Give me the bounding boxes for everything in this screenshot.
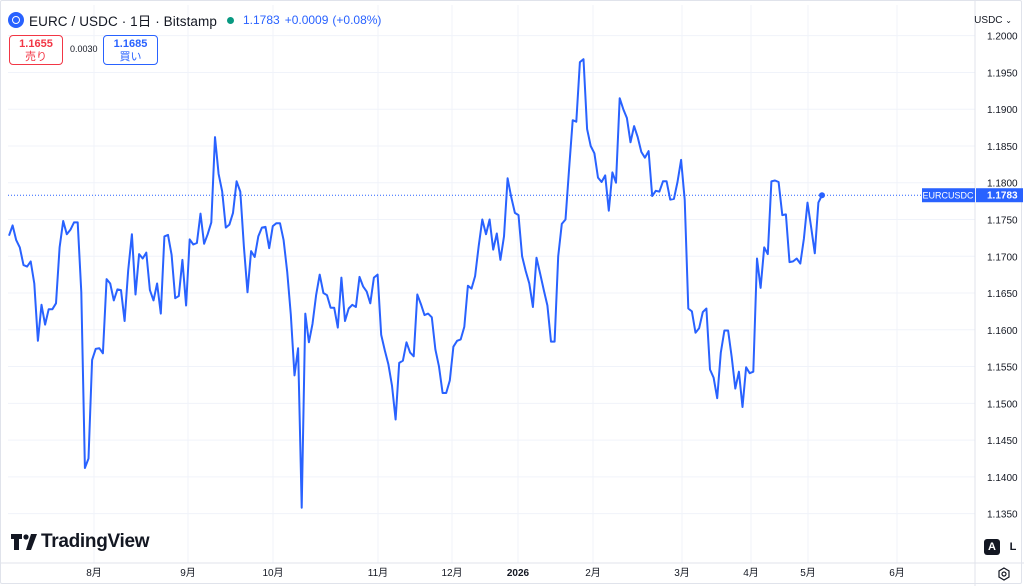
sell-price: 1.1655 [19,38,53,50]
market-status-dot [226,16,234,24]
x-tick-label: 12月 [441,567,462,579]
y-tick-label: 1.1700 [987,252,1018,263]
y-tick-label: 1.1950 [987,68,1018,79]
x-tick-label: 3月 [674,567,690,579]
currency-label: USDC [974,15,1003,26]
symbol-header[interactable]: EURC / USDC · 1日 · Bitstamp 1.1783 +0.00… [8,10,381,30]
currency-selector[interactable]: USDC ⌄ [970,13,1016,28]
x-tick-label: 8月 [86,567,102,579]
symbol-tag [922,188,975,203]
sell-button[interactable]: 1.1655 売り [9,35,63,65]
y-tick-label: 1.1900 [987,105,1018,116]
buy-price: 1.1685 [113,38,148,50]
x-tick-label: 2月 [585,567,601,579]
price-axis: 1.2000 1.1950 1.1900 1.1850 1.1800 1.1750 1.17… [987,32,1018,521]
last-price-dot [819,192,825,199]
y-tick-label: 1.1550 [987,363,1018,374]
gear-icon[interactable] [997,567,1011,581]
tradingview-logo[interactable]: TradingView [11,531,150,553]
header-change: +0.0009 [284,13,329,27]
coin-logo-icon [8,12,24,28]
tradingview-logo-icon [11,534,37,550]
y-tick-label: 1.1650 [987,289,1018,300]
y-tick-label: 1.1750 [987,216,1018,227]
x-tick-label: 10月 [262,567,283,579]
time-axis: 8月 9月 10月 11月 12月 2026 2月 3月 4月 5月 6月 [86,567,905,579]
header-change-pct: (+0.08%) [332,13,382,27]
chevron-down-icon: ⌄ [1005,16,1012,25]
last-price-tag [976,188,1023,203]
y-tick-label: 1.1500 [987,399,1018,410]
symbol-title[interactable]: EURC / USDC · 1日 · Bitstamp [29,14,217,29]
y-tick-label: 1.1400 [987,473,1018,484]
y-tick-label: 1.2000 [987,32,1018,43]
x-tick-label: 4月 [743,567,759,579]
last-price-labels: EURCUSDC 1.1783 [922,188,1023,203]
price-series-line [8,58,823,509]
log-scale-button[interactable]: L [1009,541,1017,553]
buy-label: 買い [119,51,142,63]
symbol-tag-label: EURCUSDC [922,191,974,201]
x-tick-label: 6月 [889,567,905,579]
y-tick-label: 1.1350 [987,510,1018,521]
y-tick-label: 1.1600 [987,326,1018,337]
sell-label: 売り [25,51,47,63]
x-tick-label: 5月 [800,567,816,579]
y-tick-label: 1.1850 [987,142,1018,153]
buy-button[interactable]: 1.1685 買い [103,35,158,65]
x-tick-label: 11月 [368,567,388,579]
header-price: 1.1783 [242,13,280,27]
x-tick-label: 9月 [180,567,196,579]
last-price-tag-label: 1.1783 [987,191,1018,202]
auto-scale-button[interactable]: A [984,539,1000,555]
y-tick-label: 1.1450 [987,436,1018,447]
spread-value: 0.0030 [70,44,98,54]
x-tick-label: 2026 [507,568,530,579]
y-tick-label: 1.1800 [987,179,1018,190]
tradingview-wordmark: TradingView [41,531,150,552]
